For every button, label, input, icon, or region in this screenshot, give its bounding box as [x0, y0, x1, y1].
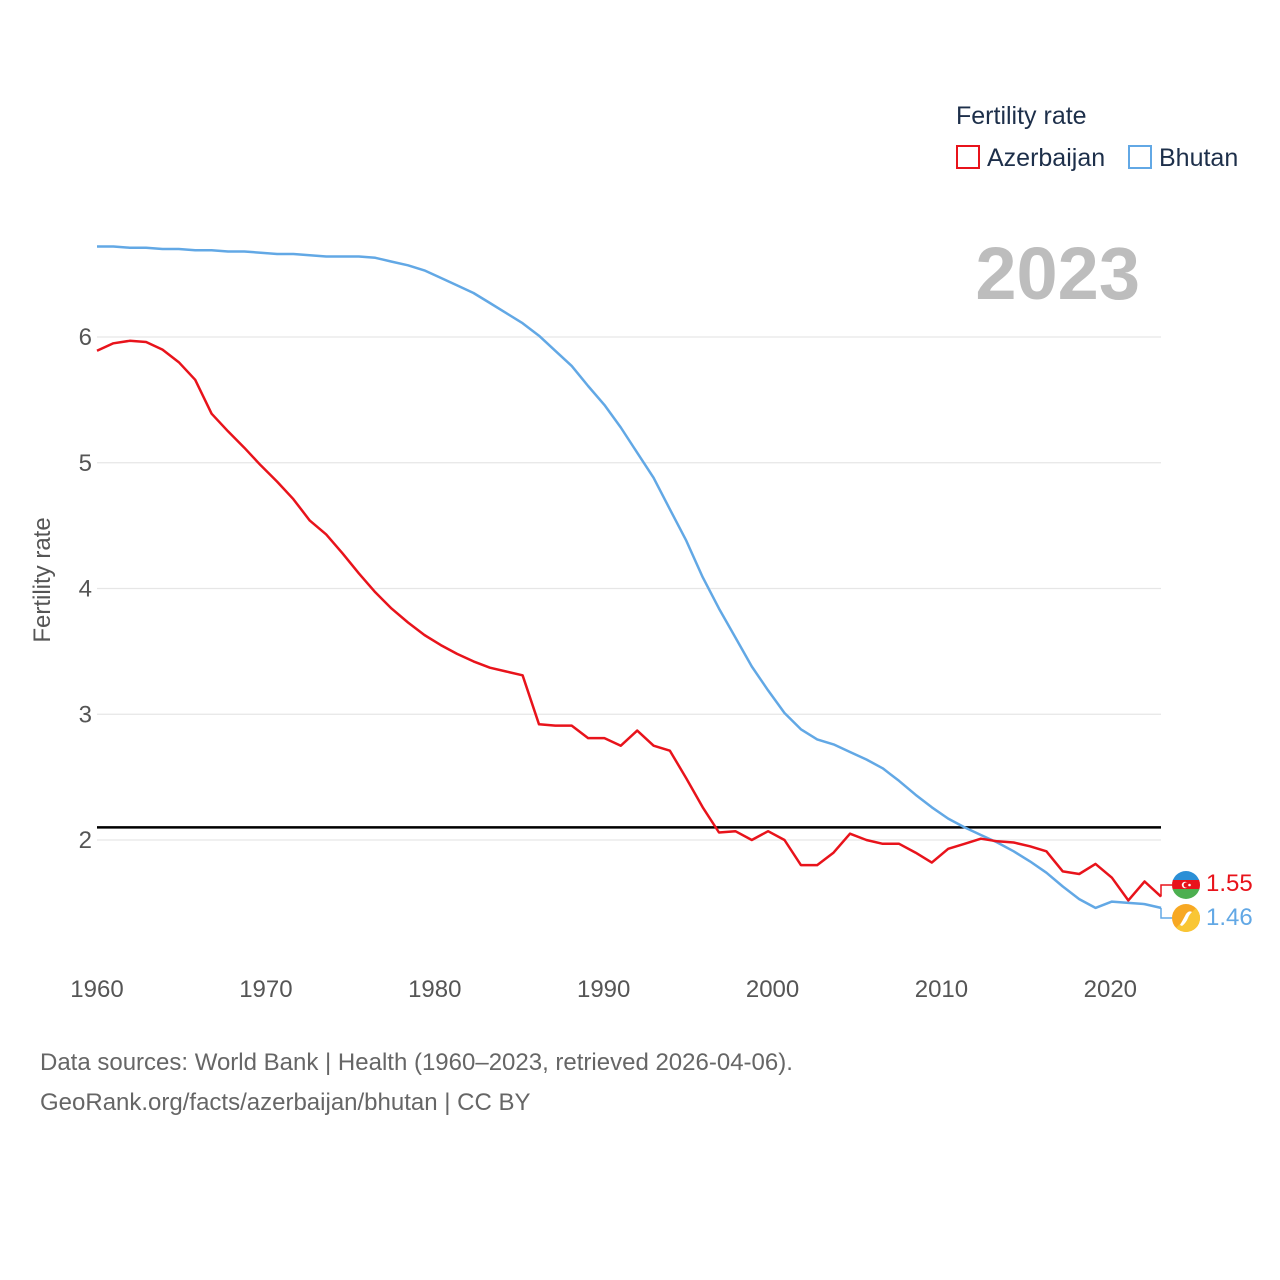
y-axis-title: Fertility rate — [29, 517, 56, 642]
footer-link[interactable]: GeoRank.org/facts/azerbaijan/bhutan | CC… — [40, 1089, 531, 1116]
footer-sources: Data sources: World Bank | Health (1960–… — [40, 1049, 793, 1076]
y-axis-ticks: 2 3 4 5 6 — [79, 324, 92, 854]
legend-title: Fertility rate — [956, 102, 1087, 130]
x-tick-label: 1960 — [70, 976, 123, 1003]
y-tick-label: 3 — [79, 701, 92, 728]
x-tick-label: 1980 — [408, 976, 461, 1003]
series-line-azerbaijan — [96, 339, 1162, 902]
legend-item-bhutan[interactable]: Bhutan — [1128, 144, 1238, 172]
fertility-rate-chart: 2 3 4 5 6 1960 1970 1980 1990 2000 2010 2020 Ferti… — [29, 102, 1253, 1003]
legend-item-azerbaijan[interactable]: Azerbaijan — [956, 144, 1105, 172]
legend-label-azerbaijan: Azerbaijan — [987, 144, 1105, 172]
legend: Fertility rate Azerbaijan Bhutan — [956, 102, 1238, 172]
legend-swatch-azerbaijan — [956, 145, 980, 169]
y-tick-label: 2 — [79, 827, 92, 854]
series-line-bhutan — [97, 245, 1162, 910]
x-axis-ticks: 1960 1970 1980 1990 2000 2010 2020 — [70, 976, 1137, 1003]
legend-swatch-bhutan — [1128, 145, 1152, 169]
y-tick-label: 6 — [79, 324, 92, 351]
x-tick-label: 2010 — [915, 976, 968, 1003]
footer: Data sources: World Bank | Health (1960–… — [40, 1043, 793, 1123]
bhutan-flag-icon — [1172, 904, 1200, 932]
x-tick-label: 2020 — [1084, 976, 1137, 1003]
x-tick-label: 1970 — [239, 976, 292, 1003]
gridlines — [97, 336, 1161, 841]
bhutan-end-value: 1.46 — [1206, 904, 1253, 931]
azerbaijan-flag-icon — [1172, 871, 1200, 899]
bhutan-end-connector — [1160, 907, 1172, 919]
x-tick-label: 1990 — [577, 976, 630, 1003]
year-label: 2023 — [975, 232, 1140, 315]
legend-label-bhutan: Bhutan — [1159, 144, 1238, 172]
azerbaijan-end-connector — [1160, 884, 1172, 897]
azerbaijan-end-value: 1.55 — [1206, 870, 1253, 897]
x-tick-label: 2000 — [746, 976, 799, 1003]
y-tick-label: 4 — [79, 576, 92, 603]
y-tick-label: 5 — [79, 450, 92, 477]
